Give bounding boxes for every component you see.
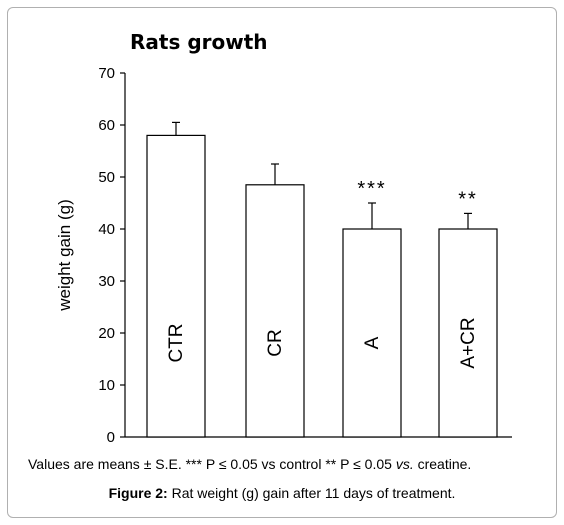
category-label: CR (265, 329, 286, 356)
significance-marker: ** (458, 188, 478, 210)
note-vs: vs. (395, 456, 414, 472)
bar (245, 184, 305, 438)
y-tick-label: 40 (98, 221, 115, 238)
chart-title: Rats growth (130, 30, 268, 54)
y-tick-label: 20 (98, 325, 115, 342)
y-tick-label: 30 (98, 273, 115, 290)
significance-marker: *** (357, 178, 386, 200)
figure-caption: Figure 2: Rat weight (g) gain after 11 d… (0, 485, 564, 501)
note-text: Values are means ± S.E. *** P ≤ 0.05 vs … (28, 456, 396, 472)
bar (342, 228, 402, 438)
bar (146, 134, 206, 438)
bars: CTR CR A *** A+CR ** (146, 121, 498, 438)
y-axis-label: weight gain (g) (55, 199, 74, 312)
category-label: A (362, 336, 383, 349)
y-tick-label: 60 (98, 117, 115, 134)
caption-label: Figure 2: (108, 485, 168, 501)
category-label: CTR (166, 323, 187, 362)
statistics-note: Values are means ± S.E. *** P ≤ 0.05 vs … (28, 456, 471, 472)
note-text-end: creatine. (413, 456, 472, 472)
y-tick-label: 0 (107, 429, 115, 446)
y-tick-label: 10 (98, 377, 115, 394)
category-label: A+CR (458, 317, 479, 368)
caption-text: Rat weight (g) gain after 11 days of tre… (167, 485, 456, 501)
y-tick-label: 50 (98, 169, 115, 186)
y-tick-label: 70 (98, 65, 115, 82)
figure-frame (7, 7, 557, 518)
